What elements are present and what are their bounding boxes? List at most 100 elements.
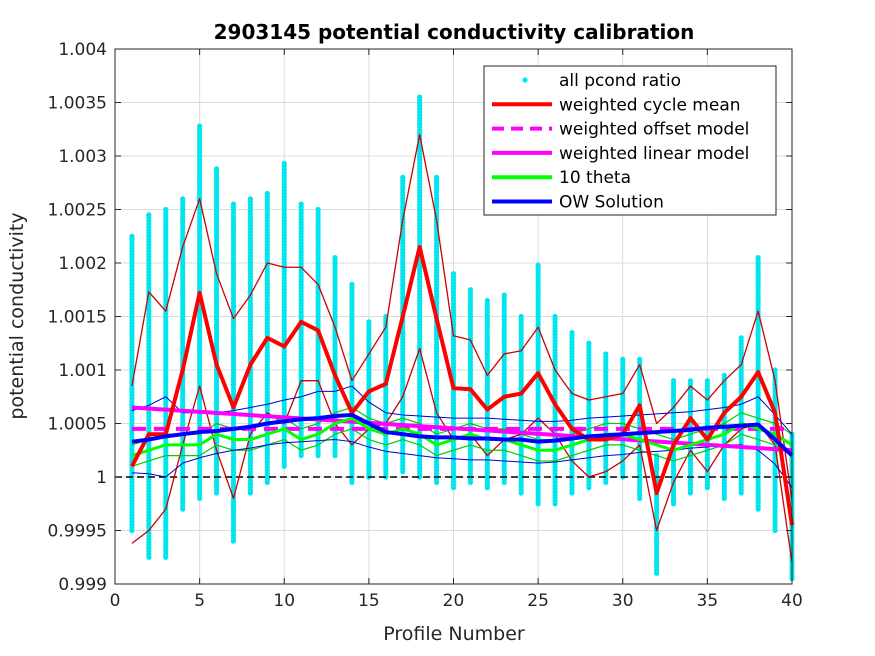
scatter-point	[146, 554, 152, 560]
scatter-point	[586, 485, 592, 491]
scatter-point	[569, 490, 575, 496]
scatter-point	[315, 453, 321, 459]
scatter-column	[586, 340, 592, 491]
scatter-column	[687, 378, 694, 496]
scatter-point	[400, 469, 406, 475]
y-tick-label: 1.002	[58, 254, 107, 274]
legend-label: weighted cycle mean	[559, 95, 741, 115]
envelope-line	[131, 428, 793, 467]
scatter-column	[501, 292, 507, 485]
scatter-point	[129, 527, 135, 534]
scatter-point	[180, 506, 186, 512]
legend-marker	[522, 77, 528, 83]
x-axis-title: Profile Number	[383, 623, 525, 645]
scatter-point	[637, 495, 643, 501]
scatter-point	[281, 463, 287, 469]
scatter-point	[332, 453, 338, 459]
scatter-point	[535, 501, 541, 507]
scatter-point	[738, 490, 744, 496]
scatter-point	[213, 490, 220, 496]
scatter-point	[704, 485, 710, 491]
scatter-point	[298, 453, 304, 459]
scatter-column	[298, 201, 304, 459]
series-layer	[130, 244, 794, 526]
envelope-line	[131, 439, 793, 488]
y-tick-label: 0.999	[58, 575, 107, 595]
y-axis-title: potential conductivity	[6, 212, 28, 419]
scatter-column	[349, 281, 355, 485]
x-tick-label: 0	[110, 591, 121, 611]
scatter-column	[755, 255, 761, 512]
scatter-column	[332, 255, 338, 459]
scatter-column	[654, 453, 660, 576]
y-tick-label: 1.0025	[48, 201, 107, 221]
scatter-point	[230, 538, 237, 544]
scatter-column	[704, 378, 710, 491]
legend-label: 10 theta	[559, 168, 631, 188]
scatter-point	[467, 479, 474, 485]
series-line	[131, 405, 793, 453]
scatter-point	[603, 479, 609, 485]
scatter-point	[417, 474, 423, 480]
scatter-column	[467, 287, 474, 485]
x-tick-label: 10	[273, 591, 295, 611]
scatter-column	[518, 313, 524, 496]
scatter-point	[197, 495, 203, 501]
x-tick-label: 40	[781, 591, 803, 611]
scatter-point	[721, 495, 727, 501]
x-tick-label: 35	[697, 591, 719, 611]
scatter-column	[721, 372, 727, 501]
scatter-column	[484, 297, 490, 491]
scatter-column	[535, 262, 541, 507]
scatter-column	[400, 174, 406, 475]
scatter-column	[383, 313, 389, 480]
series-line	[131, 412, 794, 458]
y-tick-label: 1.003	[58, 147, 107, 167]
legend-label: weighted linear model	[559, 144, 749, 164]
scatter-column	[264, 190, 270, 485]
scatter-point	[772, 527, 778, 534]
scatter-column	[230, 201, 237, 544]
scatter-point	[247, 490, 253, 496]
legend-label: OW Solution	[559, 193, 664, 213]
scatter-point	[264, 479, 270, 485]
legend-box	[483, 65, 777, 216]
y-tick-label: 1.0035	[48, 94, 107, 114]
scatter-point	[349, 479, 355, 485]
chart-title: 2903145 potential conductivity calibrati…	[214, 20, 695, 44]
scatter-column	[417, 94, 423, 480]
scatter-point	[755, 506, 761, 512]
x-tick-label: 15	[358, 591, 380, 611]
y-tick-label: 1.0015	[48, 308, 107, 328]
scatter-column	[247, 196, 253, 496]
scatter-point	[552, 501, 558, 507]
scatter-column	[163, 206, 169, 560]
y-tick-label: 0.9995	[48, 522, 107, 542]
y-tick-label: 1	[96, 468, 107, 488]
scatter-point	[450, 485, 457, 491]
y-tick-label: 1.004	[58, 40, 107, 60]
scatter-point	[501, 479, 507, 485]
x-tick-label: 25	[527, 591, 549, 611]
scatter-column	[366, 319, 372, 480]
scatter-point	[163, 554, 169, 560]
envelope-line	[131, 385, 793, 435]
x-tick-label: 20	[443, 591, 465, 611]
y-tick-label: 1.0005	[48, 415, 107, 435]
envelope-line	[131, 133, 793, 501]
scatter-point	[433, 479, 440, 485]
scatter-point	[654, 570, 660, 576]
legend-label: weighted offset model	[559, 120, 749, 140]
tick-layer: 0 5 10 15 20 25 30 35 40 0.999 0.9995 1 1.0005 1.001 1…	[48, 40, 803, 611]
scatter-column	[281, 160, 287, 469]
scatter-point	[687, 490, 694, 496]
scatter-column	[146, 212, 152, 560]
scatter-point	[518, 490, 524, 496]
scatter-point	[484, 485, 490, 491]
scatter-column	[670, 378, 677, 507]
legend: all pcond ratio weighted cycle mean weight…	[483, 65, 777, 216]
x-tick-label: 5	[194, 591, 205, 611]
scatter-column	[569, 329, 575, 496]
scatter-point	[670, 501, 677, 507]
